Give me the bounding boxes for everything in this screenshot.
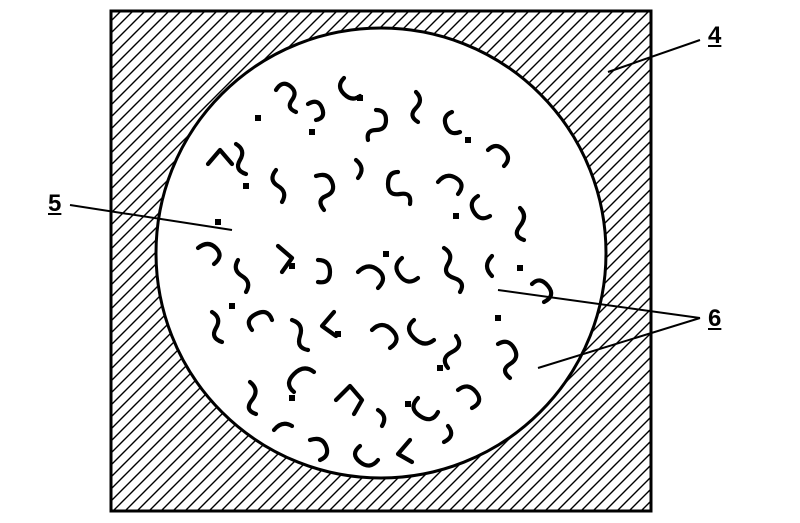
particle-dot <box>437 365 443 371</box>
callout-label-6: 6 <box>708 305 721 333</box>
particle-dot <box>243 183 249 189</box>
particle-dot <box>465 137 471 143</box>
particle-dot <box>229 303 235 309</box>
particle-dot <box>309 129 315 135</box>
particle-dot <box>495 315 501 321</box>
particle-dot <box>517 265 523 271</box>
particle-dot <box>289 263 295 269</box>
particle-dot <box>453 213 459 219</box>
particle-dot <box>383 251 389 257</box>
particle-dot <box>255 115 261 121</box>
particle-dot <box>215 219 221 225</box>
particle-dot <box>289 395 295 401</box>
cross-section-diagram <box>0 0 800 523</box>
particle-dot <box>357 95 363 101</box>
callout-label-5: 5 <box>48 190 61 218</box>
particle-dot <box>405 401 411 407</box>
particle-dot <box>335 331 341 337</box>
callout-label-4: 4 <box>708 22 721 50</box>
